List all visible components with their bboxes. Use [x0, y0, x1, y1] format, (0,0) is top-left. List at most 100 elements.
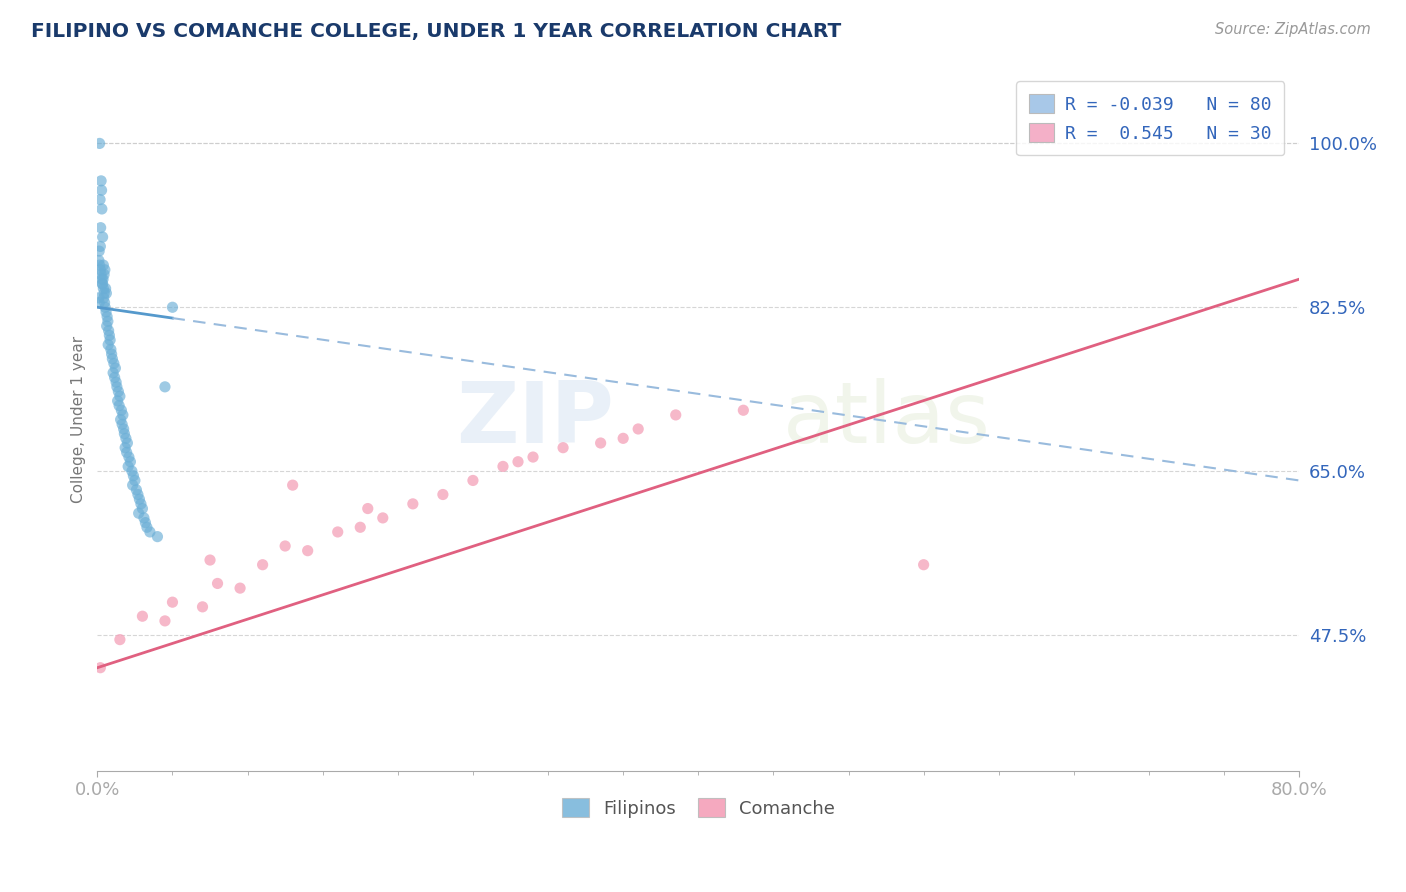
Point — [97, 337, 120, 351]
Point — [89, 258, 111, 272]
Point — [94, 300, 117, 314]
Point — [93, 291, 115, 305]
Point — [115, 431, 138, 445]
Point — [90, 220, 112, 235]
Text: FILIPINO VS COMANCHE COLLEGE, UNDER 1 YEAR CORRELATION CHART: FILIPINO VS COMANCHE COLLEGE, UNDER 1 YE… — [31, 22, 841, 41]
Point — [90, 174, 112, 188]
Point — [128, 492, 150, 507]
Point — [93, 286, 115, 301]
Point — [125, 483, 148, 497]
Text: Source: ZipAtlas.com: Source: ZipAtlas.com — [1215, 22, 1371, 37]
Point — [100, 343, 122, 357]
Point — [522, 450, 544, 464]
Point — [112, 426, 135, 441]
Point — [110, 403, 132, 417]
Point — [207, 576, 229, 591]
Point — [107, 393, 129, 408]
Point — [357, 501, 380, 516]
Point — [89, 244, 111, 258]
Text: ZIP: ZIP — [457, 378, 614, 461]
Point — [162, 595, 184, 609]
Point — [153, 614, 176, 628]
Point — [94, 281, 117, 295]
Point — [349, 520, 371, 534]
Point — [94, 305, 117, 319]
Point — [127, 487, 149, 501]
Point — [96, 310, 118, 324]
Point — [132, 511, 155, 525]
Point — [108, 389, 131, 403]
Point — [432, 487, 454, 501]
Y-axis label: College, Under 1 year: College, Under 1 year — [72, 336, 86, 503]
Point — [110, 412, 132, 426]
Point — [90, 183, 112, 197]
Point — [105, 380, 128, 394]
Point — [274, 539, 297, 553]
Point — [104, 370, 127, 384]
Point — [124, 474, 146, 488]
Point — [89, 136, 111, 151]
Point — [108, 399, 131, 413]
Point — [129, 497, 152, 511]
Point — [191, 599, 214, 614]
Point — [492, 459, 515, 474]
Point — [97, 314, 120, 328]
Point — [89, 262, 111, 277]
Point — [371, 511, 394, 525]
Point — [107, 384, 129, 399]
Point — [91, 277, 114, 291]
Point — [98, 328, 121, 343]
Point — [461, 474, 484, 488]
Point — [89, 295, 111, 310]
Point — [108, 632, 131, 647]
Point — [90, 202, 112, 216]
Point — [117, 459, 139, 474]
Point — [139, 524, 162, 539]
Point — [112, 422, 135, 436]
Point — [402, 497, 425, 511]
Point — [89, 661, 111, 675]
Point — [114, 441, 136, 455]
Point — [146, 530, 169, 544]
Point — [89, 239, 111, 253]
Point — [627, 422, 650, 436]
Point — [326, 524, 349, 539]
Point — [128, 506, 150, 520]
Point — [87, 253, 110, 268]
Point — [134, 516, 156, 530]
Point — [120, 455, 142, 469]
Point — [131, 609, 153, 624]
Point — [93, 268, 115, 282]
Point — [118, 450, 141, 464]
Point — [111, 417, 134, 432]
Point — [111, 408, 134, 422]
Point — [153, 380, 176, 394]
Point — [93, 258, 115, 272]
Point — [117, 436, 139, 450]
Point — [665, 408, 688, 422]
Point — [94, 262, 117, 277]
Point — [589, 436, 612, 450]
Point — [551, 441, 574, 455]
Point — [91, 277, 114, 291]
Point — [105, 375, 128, 389]
Point — [115, 445, 138, 459]
Point — [100, 347, 122, 361]
Point — [96, 318, 118, 333]
Point — [89, 193, 111, 207]
Point — [121, 478, 143, 492]
Point — [93, 281, 115, 295]
Point — [104, 361, 127, 376]
Point — [91, 272, 114, 286]
Point — [96, 286, 118, 301]
Point — [229, 581, 252, 595]
Point — [281, 478, 304, 492]
Point — [297, 543, 319, 558]
Legend: Filipinos, Comanche: Filipinos, Comanche — [554, 790, 842, 825]
Point — [97, 324, 120, 338]
Point — [90, 272, 112, 286]
Point — [162, 300, 184, 314]
Point — [98, 333, 121, 347]
Point — [87, 291, 110, 305]
Point — [103, 356, 125, 370]
